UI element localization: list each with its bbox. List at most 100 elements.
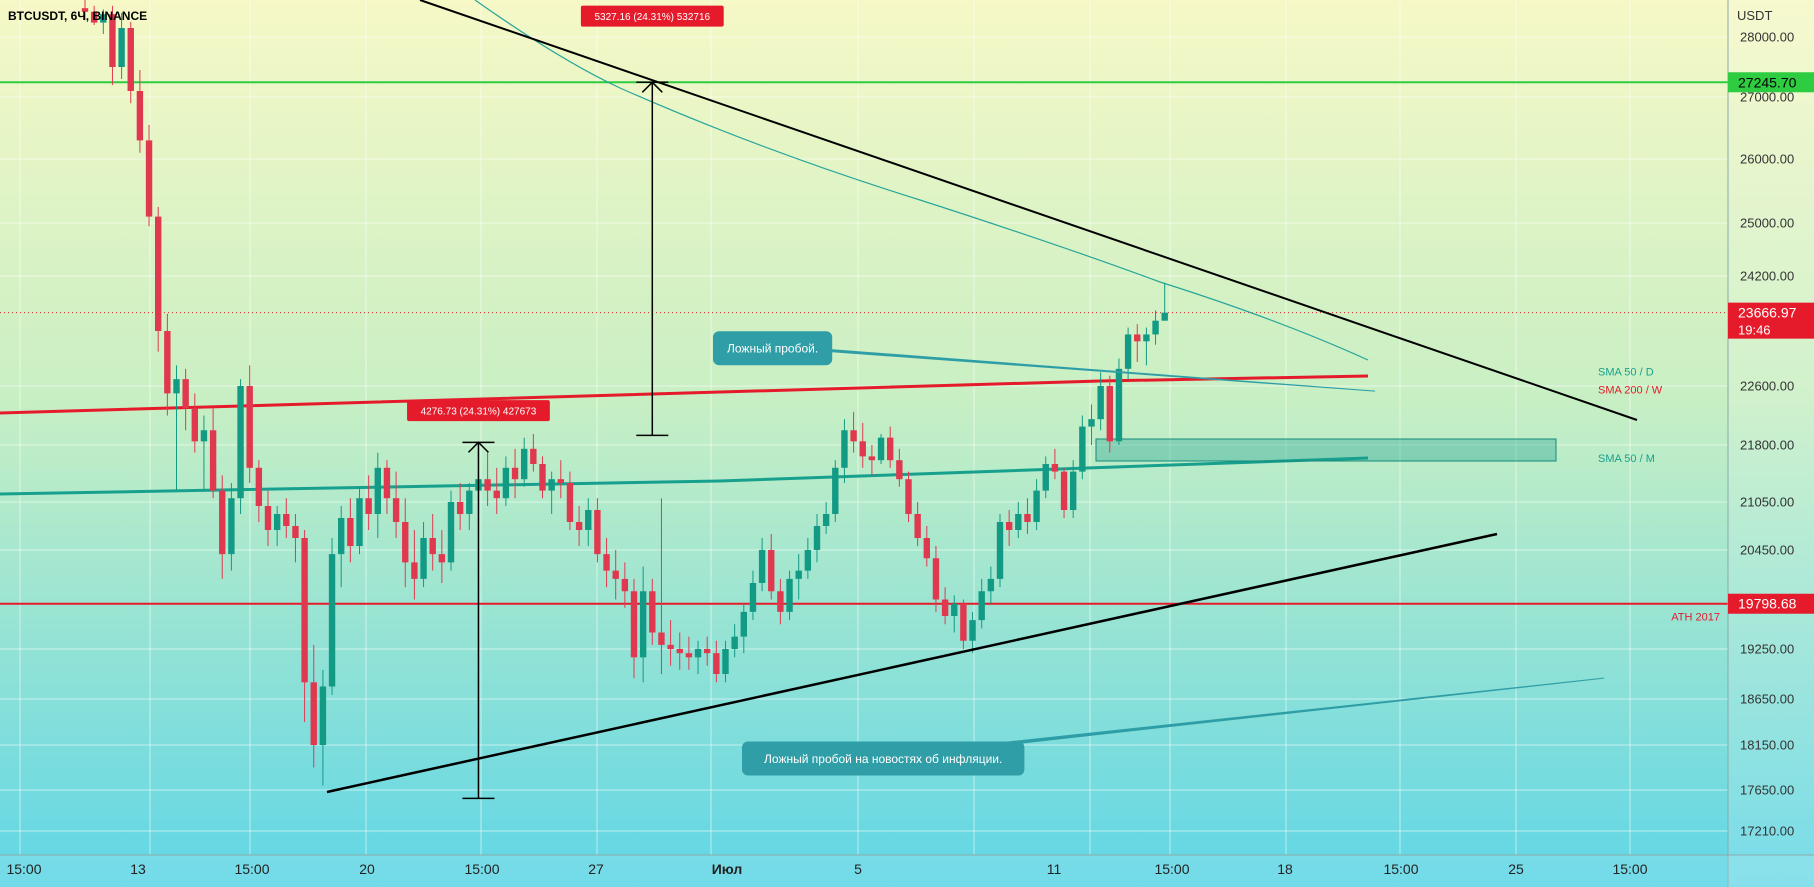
- candle-body[interactable]: [392, 498, 400, 522]
- candle-body[interactable]: [447, 502, 455, 563]
- candle-body[interactable]: [411, 562, 418, 579]
- candle-body[interactable]: [145, 140, 153, 217]
- candle-body[interactable]: [1124, 334, 1132, 369]
- candle-body[interactable]: [722, 649, 729, 674]
- candle-body[interactable]: [1097, 386, 1104, 420]
- candle-body[interactable]: [841, 430, 848, 468]
- candle-body[interactable]: [90, 11, 98, 23]
- candle-body[interactable]: [887, 437, 894, 461]
- candle-body[interactable]: [932, 558, 940, 600]
- candle-body[interactable]: [301, 538, 308, 683]
- candle-body[interactable]: [200, 430, 208, 442]
- candle-body[interactable]: [338, 518, 345, 555]
- candle-body[interactable]: [603, 554, 610, 571]
- candle-body[interactable]: [328, 554, 336, 687]
- candle-body[interactable]: [768, 550, 775, 592]
- candle-body[interactable]: [438, 554, 446, 563]
- candle-body[interactable]: [585, 510, 592, 530]
- candle-body[interactable]: [456, 502, 464, 514]
- callout-box[interactable]: [713, 331, 833, 366]
- candle-body[interactable]: [704, 649, 711, 654]
- candle-body[interactable]: [164, 331, 171, 394]
- candle-body[interactable]: [1088, 419, 1095, 427]
- candle-body[interactable]: [777, 591, 784, 612]
- candle-body[interactable]: [118, 28, 125, 67]
- candle-body[interactable]: [731, 636, 738, 649]
- candle-body[interactable]: [374, 467, 381, 514]
- candle-body[interactable]: [1161, 312, 1168, 321]
- candle-body[interactable]: [310, 682, 317, 745]
- candle-body[interactable]: [630, 591, 638, 658]
- candle-body[interactable]: [548, 479, 555, 491]
- candle-body[interactable]: [786, 578, 793, 612]
- candle-body[interactable]: [191, 408, 198, 442]
- candle-body[interactable]: [81, 8, 89, 12]
- candle-body[interactable]: [255, 467, 263, 506]
- candle-body[interactable]: [273, 514, 281, 530]
- candle-body[interactable]: [594, 510, 601, 555]
- candles[interactable]: [81, 0, 1168, 786]
- candle-body[interactable]: [676, 649, 683, 654]
- candle-body[interactable]: [1051, 464, 1059, 472]
- candle-body[interactable]: [1015, 514, 1022, 530]
- candle-body[interactable]: [639, 591, 647, 658]
- candle-body[interactable]: [484, 479, 491, 491]
- candle-body[interactable]: [859, 441, 866, 457]
- candle-body[interactable]: [173, 379, 180, 394]
- candle-body[interactable]: [740, 611, 747, 637]
- candle-body[interactable]: [612, 570, 619, 579]
- candle-body[interactable]: [896, 460, 903, 480]
- candle-body[interactable]: [127, 28, 134, 91]
- candle-body[interactable]: [914, 514, 921, 538]
- price-axis[interactable]: USDT 28000.00 27000.00 26000.00 25000.00 2420…: [1727, 0, 1814, 887]
- candle-body[interactable]: [1106, 386, 1113, 442]
- candle-body[interactable]: [429, 538, 436, 555]
- candle-body[interactable]: [658, 632, 665, 645]
- candle-body[interactable]: [1152, 320, 1159, 335]
- candle-body[interactable]: [694, 649, 702, 658]
- candle-body[interactable]: [402, 522, 409, 563]
- candle-body[interactable]: [575, 522, 583, 530]
- candle-body[interactable]: [978, 591, 985, 621]
- candle-body[interactable]: [996, 522, 1004, 579]
- candle-body[interactable]: [1115, 368, 1123, 442]
- drawings[interactable]: 5327.16 (24.31%) 532716 4276.73 (24.31%) …: [326, 0, 1638, 800]
- candle-body[interactable]: [951, 603, 958, 616]
- candle-body[interactable]: [109, 14, 116, 67]
- candle-body[interactable]: [264, 506, 272, 530]
- candle-body[interactable]: [182, 379, 189, 409]
- candle-body[interactable]: [868, 456, 876, 461]
- candle-body[interactable]: [237, 386, 244, 499]
- candle-body[interactable]: [621, 578, 629, 592]
- candle-body[interactable]: [1143, 334, 1150, 342]
- candle-body[interactable]: [136, 91, 144, 141]
- candle-body[interactable]: [832, 467, 839, 514]
- candle-body[interactable]: [228, 498, 235, 555]
- candle-body[interactable]: [667, 644, 674, 649]
- candle-body[interactable]: [246, 386, 253, 468]
- descending-trendline[interactable]: [419, 0, 1638, 421]
- candle-body[interactable]: [365, 498, 372, 514]
- candle-body[interactable]: [566, 483, 574, 522]
- candle-body[interactable]: [292, 526, 299, 538]
- candle-body[interactable]: [685, 653, 693, 658]
- candle-body[interactable]: [283, 514, 290, 526]
- candle-body[interactable]: [960, 603, 967, 641]
- candle-body[interactable]: [877, 437, 885, 461]
- callout-box[interactable]: [742, 741, 1025, 776]
- candle-body[interactable]: [493, 490, 500, 499]
- candle-body[interactable]: [420, 538, 427, 579]
- candle-body[interactable]: [319, 686, 327, 746]
- ascending-trendline[interactable]: [326, 532, 1498, 794]
- candle-body[interactable]: [987, 578, 995, 592]
- candle-body[interactable]: [822, 514, 830, 526]
- candle-body[interactable]: [795, 570, 802, 579]
- candle-body[interactable]: [502, 467, 510, 499]
- time-axis[interactable]: 15:00 13 15:00 20 15:00 27 Июл 5 11 15:00 18 15:00 2…: [0, 854, 1814, 887]
- candle-body[interactable]: [941, 599, 949, 617]
- candle-body[interactable]: [557, 479, 564, 483]
- candle-body[interactable]: [905, 479, 912, 514]
- candle-body[interactable]: [521, 448, 528, 480]
- candle-body[interactable]: [155, 216, 162, 331]
